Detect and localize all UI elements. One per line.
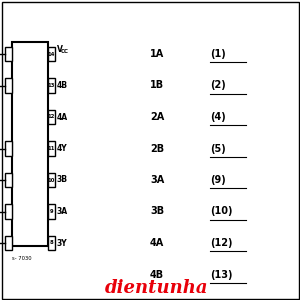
Text: 3A: 3A	[57, 207, 68, 216]
Text: 12: 12	[48, 115, 55, 119]
Bar	[48, 78, 55, 93]
Text: 1A: 1A	[150, 49, 164, 59]
Bar	[5, 236, 12, 250]
Text: 2B: 2B	[150, 143, 164, 154]
Bar	[48, 47, 55, 61]
Text: 13: 13	[48, 83, 55, 88]
Text: (4): (4)	[210, 112, 226, 122]
Text: 14: 14	[48, 52, 55, 56]
Bar	[5, 78, 12, 93]
Text: 3A: 3A	[150, 175, 164, 185]
Text: 11: 11	[48, 146, 55, 151]
Text: (13): (13)	[210, 269, 233, 280]
Text: dientunha: dientunha	[105, 279, 208, 297]
Bar	[48, 236, 55, 250]
Text: (9): (9)	[210, 175, 226, 185]
Text: s- 7030: s- 7030	[12, 256, 32, 262]
Bar	[5, 47, 12, 61]
Text: (10): (10)	[210, 206, 233, 217]
Text: (12): (12)	[210, 238, 233, 248]
Text: 4B: 4B	[150, 269, 164, 280]
Text: V: V	[57, 45, 63, 54]
Text: CC: CC	[61, 49, 69, 54]
Text: 3B: 3B	[57, 176, 68, 184]
Text: 4B: 4B	[57, 81, 68, 90]
Bar	[48, 204, 55, 219]
Text: 4A: 4A	[150, 238, 164, 248]
Bar	[5, 173, 12, 187]
Text: 2A: 2A	[150, 112, 164, 122]
Text: 9: 9	[50, 209, 53, 214]
Bar	[5, 204, 12, 219]
Text: (2): (2)	[210, 80, 226, 91]
Bar	[12, 42, 48, 246]
Text: 4A: 4A	[57, 112, 68, 122]
Text: 4Y: 4Y	[57, 144, 68, 153]
Bar	[48, 110, 55, 124]
Text: (5): (5)	[210, 143, 226, 154]
Text: (1): (1)	[210, 49, 226, 59]
Bar	[48, 141, 55, 156]
Text: 3B: 3B	[150, 206, 164, 217]
Bar	[48, 173, 55, 187]
Bar	[5, 141, 12, 156]
Text: 3Y: 3Y	[57, 238, 68, 247]
Text: 8: 8	[50, 241, 53, 245]
Text: 10: 10	[48, 178, 55, 182]
Text: 1B: 1B	[150, 80, 164, 91]
